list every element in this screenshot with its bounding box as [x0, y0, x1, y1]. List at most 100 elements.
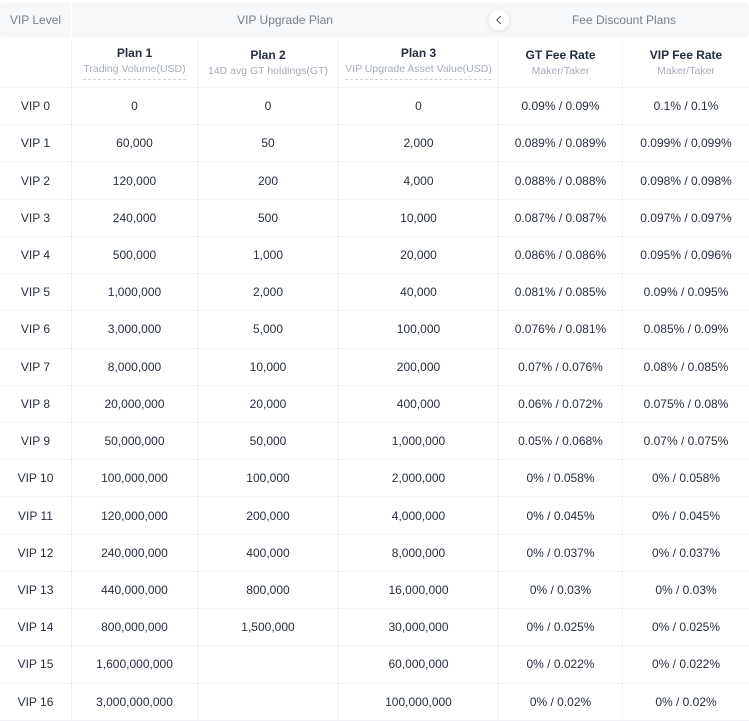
vip-level-cell: VIP 16 — [0, 683, 72, 720]
grouped-header-band: VIP Level VIP Upgrade Plan Fee Discount … — [0, 3, 749, 37]
vip-level-cell: VIP 2 — [0, 162, 72, 199]
plan2-gt-holdings-cell — [198, 646, 339, 683]
plan3-asset-value-cell: 2,000 — [339, 125, 499, 162]
gt-fee-rate-cell: 0.086% / 0.086% — [499, 236, 623, 274]
plan1-trading-volume-cell: 3,000,000 — [72, 311, 198, 348]
plan3-asset-value-cell: 100,000 — [339, 311, 499, 348]
plan2-gt-holdings-cell: 800,000 — [198, 571, 339, 609]
vip-fee-rate-cell: 0% / 0.045% — [651, 508, 721, 523]
fee-discount-plans-group-header: Fee Discount Plans — [499, 3, 749, 37]
gt-fee-rate-cell: 0% / 0.037% — [499, 534, 623, 571]
vip-level-cell: VIP 7 — [0, 348, 72, 385]
plan1-trading-volume-cell: 1,000,000 — [72, 274, 198, 311]
vip-fee-rate-cell: 0% / 0.02% — [655, 694, 717, 709]
table-row: VIP 16 3,000,000,000 100,000,000 0% / 0.… — [0, 683, 749, 721]
plan3-asset-value-cell: 8,000,000 — [339, 534, 499, 571]
table-row: VIP 4 500,000 1,000 20,000 0.086% / 0.08… — [0, 236, 749, 275]
column-header-row: Plan 1 Trading Volume(USD) Plan 2 14D av… — [0, 40, 749, 88]
vip-fee-rate-cell: 0.08% / 0.085% — [643, 359, 729, 374]
plan3-asset-value-cell: 60,000,000 — [339, 646, 499, 683]
plan2-gt-holdings-cell: 500 — [198, 199, 339, 236]
plan1-trading-volume-cell: 60,000 — [72, 125, 198, 162]
plan1-trading-volume-cell: 800,000,000 — [72, 609, 198, 646]
vip-fee-rate-cell: 0.095% / 0.096% — [640, 247, 732, 262]
table-row: VIP 10 100,000,000 100,000 2,000,000 0% … — [0, 460, 749, 498]
vip-fee-rate-title: VIP Fee Rate — [649, 48, 723, 63]
vip-fee-rate-cell: 0.098% / 0.098% — [640, 173, 732, 188]
vip-level-cell: VIP 12 — [0, 534, 72, 571]
plan3-asset-value-cell: 200,000 — [339, 348, 499, 385]
vip-fee-rate-cell: 0.09% / 0.095% — [643, 285, 729, 300]
plan2-title: Plan 2 — [250, 48, 286, 63]
vip-level-cell: VIP 13 — [0, 571, 72, 609]
vip-fee-rate-cell: 0% / 0.022% — [651, 657, 721, 672]
plan2-gt-holdings-cell: 200,000 — [198, 497, 339, 534]
gt-fee-rate-cell: 0% / 0.058% — [499, 460, 623, 497]
vip-level-cell: VIP 11 — [0, 497, 72, 534]
plan3-asset-value-cell: 2,000,000 — [339, 460, 499, 497]
vip-fee-rate-cell: 0% / 0.058% — [651, 471, 721, 486]
plan3-asset-value-cell: 10,000 — [339, 199, 499, 236]
table-body: VIP 0 0 0 0 0.09% / 0.09% 0.1% / 0.1% VI… — [0, 88, 749, 721]
plan2-gt-holdings-cell: 50 — [198, 125, 339, 162]
gt-fee-rate-cell: 0% / 0.025% — [499, 609, 623, 646]
table-row: VIP 1 60,000 50 2,000 0.089% / 0.089% 0.… — [0, 125, 749, 163]
table-row: VIP 5 1,000,000 2,000 40,000 0.081% / 0.… — [0, 274, 749, 312]
vip-level-cell: VIP 8 — [0, 385, 72, 422]
plan3-asset-value-cell: 40,000 — [339, 274, 499, 311]
vip-fee-rate-cell: 0.099% / 0.099% — [640, 136, 732, 151]
gt-fee-rate-cell: 0.081% / 0.085% — [499, 274, 623, 311]
plan1-trading-volume-cell: 8,000,000 — [72, 348, 198, 385]
table-row: VIP 13 440,000,000 800,000 16,000,000 0%… — [0, 571, 749, 610]
table-row: VIP 0 0 0 0 0.09% / 0.09% 0.1% / 0.1% — [0, 88, 749, 126]
plan1-subtitle[interactable]: Trading Volume(USD) — [83, 63, 186, 80]
plan3-title: Plan 3 — [400, 46, 437, 61]
collapse-columns-button[interactable] — [488, 9, 510, 31]
plan1-trading-volume-cell: 0 — [72, 88, 198, 125]
vip-level-cell: VIP 6 — [0, 311, 72, 348]
plan1-trading-volume-cell: 3,000,000,000 — [72, 683, 198, 720]
plan1-trading-volume-cell: 120,000 — [72, 162, 198, 199]
vip-fee-rate-cell: 0% / 0.037% — [651, 545, 721, 560]
plan3-subtitle[interactable]: VIP Upgrade Asset Value(USD) — [345, 63, 492, 80]
plan2-gt-holdings-cell — [198, 683, 339, 720]
gt-fee-rate-cell: 0.089% / 0.089% — [499, 125, 623, 162]
column-header-vip-fee-rate: VIP Fee Rate Maker/Taker — [623, 40, 749, 87]
gt-fee-rate-cell: 0% / 0.045% — [499, 497, 623, 534]
column-header-plan2: Plan 2 14D avg GT holdings(GT) — [198, 40, 339, 87]
plan3-asset-value-cell: 30,000,000 — [339, 609, 499, 646]
table-row: VIP 3 240,000 500 10,000 0.087% / 0.087%… — [0, 199, 749, 237]
gt-fee-rate-cell: 0.088% / 0.088% — [499, 162, 623, 199]
plan3-asset-value-cell: 16,000,000 — [339, 571, 499, 609]
column-header-plan3: Plan 3 VIP Upgrade Asset Value(USD) — [339, 40, 499, 87]
plan1-trading-volume-cell: 500,000 — [72, 236, 198, 274]
gt-fee-rate-cell: 0.07% / 0.076% — [499, 348, 623, 385]
plan3-asset-value-cell: 100,000,000 — [339, 683, 499, 720]
plan2-subtitle: 14D avg GT holdings(GT) — [207, 65, 329, 78]
vip-level-cell: VIP 15 — [0, 646, 72, 683]
plan2-gt-holdings-cell: 400,000 — [198, 534, 339, 571]
gt-fee-rate-cell: 0.087% / 0.087% — [499, 199, 623, 236]
plan1-trading-volume-cell: 20,000,000 — [72, 385, 198, 422]
plan3-asset-value-cell: 20,000 — [339, 236, 499, 274]
gt-fee-rate-cell: 0.06% / 0.072% — [499, 385, 623, 422]
column-header-plan1: Plan 1 Trading Volume(USD) — [72, 40, 198, 87]
vip-level-cell: VIP 1 — [0, 125, 72, 162]
table-row: VIP 12 240,000,000 400,000 8,000,000 0% … — [0, 534, 749, 572]
table-row: VIP 2 120,000 200 4,000 0.088% / 0.088% … — [0, 162, 749, 200]
plan2-gt-holdings-cell: 10,000 — [198, 348, 339, 385]
plan1-trading-volume-cell: 240,000 — [72, 199, 198, 236]
vip-upgrade-plan-group-header: VIP Upgrade Plan — [72, 3, 499, 37]
plan3-asset-value-cell: 0 — [339, 88, 499, 125]
plan1-trading-volume-cell: 1,600,000,000 — [72, 646, 198, 683]
vip-level-cell: VIP 0 — [0, 88, 72, 125]
vip-fee-rate-subtitle: Maker/Taker — [657, 65, 715, 78]
vip-fee-rate-cell: 0% / 0.03% — [655, 582, 717, 597]
vip-level-cell: VIP 4 — [0, 236, 72, 274]
gt-fee-rate-cell: 0.05% / 0.068% — [499, 422, 623, 460]
gt-fee-rate-cell: 0.076% / 0.081% — [499, 311, 623, 348]
plan2-gt-holdings-cell: 1,500,000 — [198, 609, 339, 646]
vip-level-cell: VIP 5 — [0, 274, 72, 311]
table-row: VIP 11 120,000,000 200,000 4,000,000 0% … — [0, 497, 749, 535]
plan1-trading-volume-cell: 440,000,000 — [72, 571, 198, 609]
